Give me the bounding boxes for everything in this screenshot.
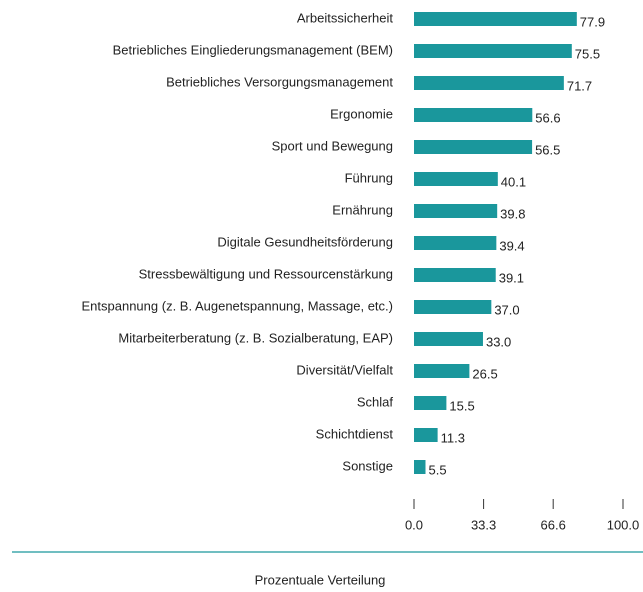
- value-label: 77.9: [580, 14, 605, 29]
- bar: [414, 108, 533, 122]
- bar: [414, 12, 577, 26]
- value-label: 71.7: [567, 78, 592, 93]
- category-label: Stressbewältigung und Ressourcenstärkung: [139, 266, 393, 281]
- x-tick-label: 33.3: [471, 517, 496, 532]
- x-axis-label: Prozentuale Verteilung: [255, 572, 386, 587]
- value-label: 33.0: [486, 334, 511, 349]
- bar: [414, 460, 426, 474]
- bar: [414, 44, 572, 58]
- category-label: Diversität/Vielfalt: [296, 362, 393, 377]
- bar: [414, 268, 496, 282]
- category-label: Führung: [345, 170, 393, 185]
- category-label: Schlaf: [357, 394, 394, 409]
- bar: [414, 396, 447, 410]
- category-label: Entspannung (z. B. Augenetspannung, Mass…: [82, 298, 394, 313]
- value-label: 5.5: [428, 462, 446, 477]
- x-tick-label: 100.0: [607, 517, 640, 532]
- value-label: 39.1: [499, 270, 524, 285]
- bar: [414, 172, 498, 186]
- bar: [414, 76, 564, 90]
- category-label: Schichtdienst: [316, 426, 394, 441]
- value-label: 39.8: [500, 206, 525, 221]
- value-label: 15.5: [449, 398, 474, 413]
- value-label: 26.5: [472, 366, 497, 381]
- bar: [414, 300, 492, 314]
- category-label: Sonstige: [342, 458, 393, 473]
- value-label: 75.5: [575, 46, 600, 61]
- x-tick-label: 66.6: [541, 517, 566, 532]
- category-label: Digitale Gesundheitsförderung: [217, 234, 393, 249]
- value-label: 11.3: [441, 430, 465, 445]
- category-label: Ernährung: [332, 202, 393, 217]
- category-label: Betriebliches Eingliederungsmanagement (…: [113, 42, 393, 57]
- value-label: 56.5: [535, 142, 560, 157]
- category-label: Arbeitssicherheit: [297, 10, 393, 25]
- bar: [414, 364, 470, 378]
- value-label: 39.4: [499, 238, 524, 253]
- bar: [414, 236, 497, 250]
- bar: [414, 140, 533, 154]
- category-label: Betriebliches Versorgungsmanagement: [166, 74, 393, 89]
- value-label: 56.6: [535, 110, 560, 125]
- category-label: Ergonomie: [330, 106, 393, 121]
- value-label: 40.1: [501, 174, 526, 189]
- bar: [414, 428, 438, 442]
- bar: [414, 332, 483, 346]
- value-label: 37.0: [494, 302, 519, 317]
- category-label: Sport und Bewegung: [272, 138, 393, 153]
- bar: [414, 204, 498, 218]
- x-tick-label: 0.0: [405, 517, 423, 532]
- category-label: Mitarbeiterberatung (z. B. Sozialberatun…: [118, 330, 393, 345]
